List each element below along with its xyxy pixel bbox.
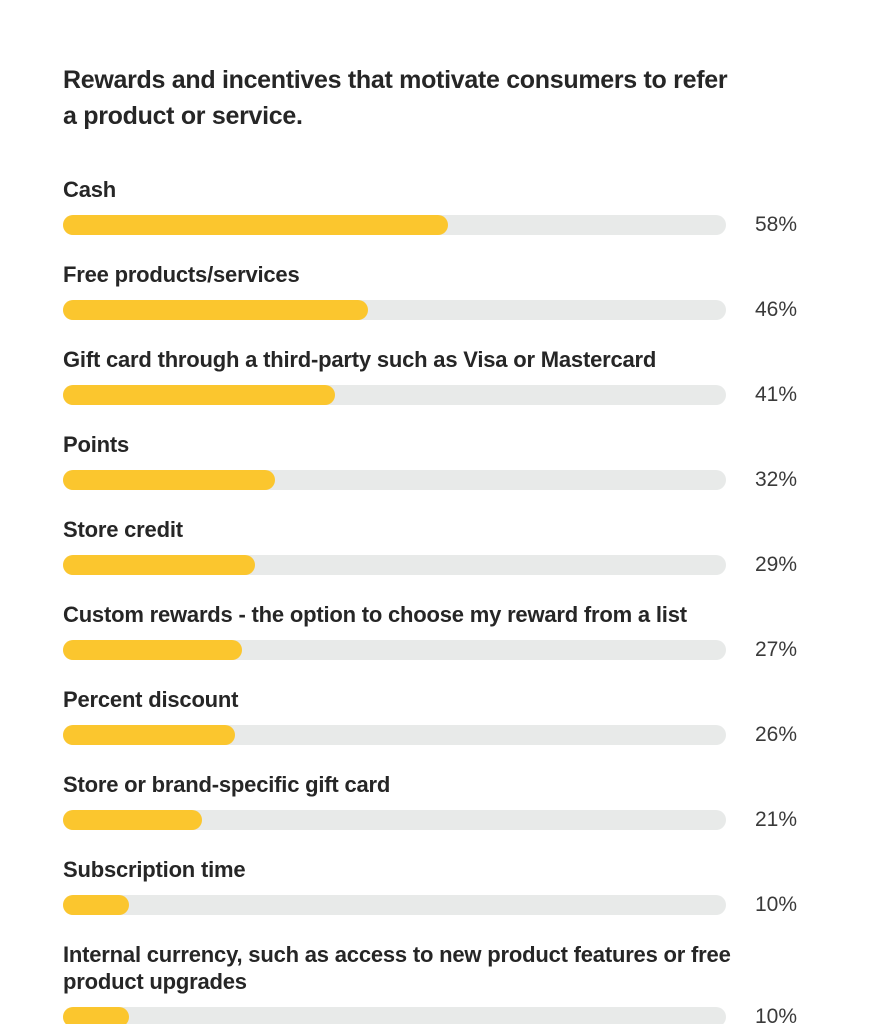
- bar-line: 29%: [63, 553, 878, 577]
- bar-fill: [63, 640, 242, 660]
- bar-line: 27%: [63, 638, 878, 662]
- bar-line: 10%: [63, 1005, 878, 1024]
- bar-track: [63, 1007, 726, 1024]
- bar-value-label: 46%: [755, 298, 798, 321]
- bar-row: Cash 58%: [63, 176, 878, 237]
- bar-track: [63, 640, 726, 660]
- bar-category-label: Percent discount: [63, 687, 239, 712]
- bar-track: [63, 470, 726, 490]
- bar-category-label: Internal currency, such as access to new…: [63, 942, 731, 994]
- bar-category-label: Free products/services: [63, 262, 300, 287]
- bar-fill: [63, 300, 368, 320]
- bar-track: [63, 895, 726, 915]
- bar-category-label: Points: [63, 432, 130, 457]
- bar-row: Subscription time 10%: [63, 856, 878, 917]
- bar-track: [63, 810, 726, 830]
- bar-value-label: 10%: [755, 893, 798, 916]
- bar-chart: Cash 58% Free products/services 46% Gift…: [63, 176, 878, 1024]
- bar-fill: [63, 470, 276, 490]
- bar-category-label: Subscription time: [63, 857, 246, 882]
- bar-fill: [63, 385, 335, 405]
- bar-row: Internal currency, such as access to new…: [63, 941, 878, 1024]
- bar-track: [63, 215, 726, 235]
- bar-fill: [63, 725, 236, 745]
- bar-line: 41%: [63, 383, 878, 407]
- bar-line: 26%: [63, 723, 878, 747]
- bar-value-label: 41%: [755, 383, 798, 406]
- bar-track: [63, 385, 726, 405]
- bar-fill: [63, 895, 130, 915]
- bar-value-label: 21%: [755, 808, 798, 831]
- bar-line: 32%: [63, 468, 878, 492]
- bar-fill: [63, 555, 256, 575]
- bar-value-label: 32%: [755, 468, 798, 491]
- chart-title: Rewards and incentives that motivate con…: [63, 62, 878, 134]
- bar-row: Percent discount 26%: [63, 686, 878, 747]
- bar-row: Gift card through a third-party such as …: [63, 346, 878, 407]
- bar-track: [63, 725, 726, 745]
- bar-value-label: 26%: [755, 723, 798, 746]
- bar-category-label: Gift card through a third-party such as …: [63, 347, 657, 372]
- bar-row: Custom rewards - the option to choose my…: [63, 601, 878, 662]
- bar-category-label: Cash: [63, 177, 116, 202]
- bar-row: Free products/services 46%: [63, 261, 878, 322]
- bar-value-label: 27%: [755, 638, 798, 661]
- bar-value-label: 58%: [755, 213, 798, 236]
- bar-fill: [63, 810, 203, 830]
- bar-line: 58%: [63, 213, 878, 237]
- bar-row: Store credit 29%: [63, 516, 878, 577]
- bar-track: [63, 555, 726, 575]
- bar-row: Points 32%: [63, 431, 878, 492]
- bar-line: 46%: [63, 298, 878, 322]
- chart-title-line-2: a product or service.: [63, 102, 303, 130]
- bar-row: Store or brand-specific gift card 21%: [63, 771, 878, 832]
- bar-line: 21%: [63, 808, 878, 832]
- bar-value-label: 10%: [755, 1005, 798, 1024]
- bar-category-label: Store credit: [63, 517, 183, 542]
- bar-track: [63, 300, 726, 320]
- chart-title-line-1: Rewards and incentives that motivate con…: [63, 66, 728, 94]
- bar-category-label: Store or brand-specific gift card: [63, 772, 391, 797]
- bar-value-label: 29%: [755, 553, 798, 576]
- bar-category-label: Custom rewards - the option to choose my…: [63, 602, 687, 627]
- bar-fill: [63, 1007, 130, 1024]
- bar-fill: [63, 215, 448, 235]
- bar-line: 10%: [63, 893, 878, 917]
